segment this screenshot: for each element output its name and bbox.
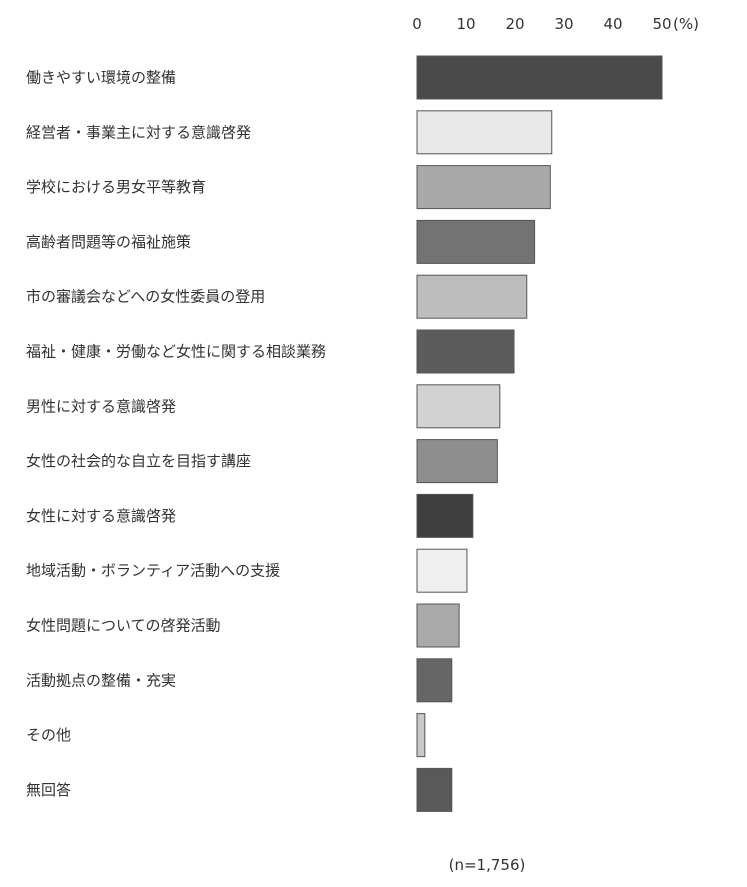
- x-tick-label: 50: [652, 15, 671, 33]
- category-label: 経営者・事業主に対する意識啓発: [26, 123, 251, 141]
- category-label: 無回答: [26, 781, 71, 799]
- bar: [416, 165, 551, 210]
- category-label: 活動拠点の整備・充実: [26, 671, 176, 689]
- bar: [416, 329, 515, 374]
- sample-size-note: (n=1,756): [449, 856, 526, 874]
- bar: [416, 603, 460, 648]
- x-tick-label: 20: [505, 15, 524, 33]
- category-label: 地域活動・ボランティア活動への支援: [26, 562, 280, 580]
- category-label: 高齢者問題等の福祉施策: [26, 233, 191, 251]
- x-tick-label: 30: [554, 15, 573, 33]
- category-labels: 働きやすい環境の整備経営者・事業主に対する意識啓発学校における男女平等教育高齢者…: [26, 69, 326, 799]
- category-label: 女性の社会的な自立を目指す講座: [26, 452, 251, 470]
- bar: [416, 548, 468, 593]
- bar: [416, 384, 501, 429]
- category-label: 福祉・健康・労働など女性に関する相談業務: [26, 343, 326, 361]
- category-label: 男性に対する意識啓発: [26, 397, 176, 415]
- bar: [416, 713, 426, 758]
- bars: [416, 55, 663, 812]
- category-label: 女性に対する意識啓発: [26, 507, 176, 525]
- category-label: 学校における男女平等教育: [26, 178, 206, 196]
- bar: [416, 219, 536, 264]
- x-tick-label: 40: [603, 15, 622, 33]
- category-label: その他: [26, 726, 71, 744]
- bar: [416, 439, 498, 484]
- category-label: 市の審議会などへの女性委員の登用: [26, 288, 265, 306]
- x-axis-unit: (%): [673, 15, 699, 33]
- bar: [416, 767, 453, 812]
- x-axis-ticks: 0 10 20 30 40 50 (%): [412, 15, 699, 33]
- x-tick-label: 0: [412, 15, 422, 33]
- bar: [416, 55, 663, 100]
- x-tick-label: 10: [456, 15, 475, 33]
- bar: [416, 493, 474, 538]
- category-label: 女性問題についての啓発活動: [26, 617, 221, 635]
- bar: [416, 274, 528, 319]
- category-label: 働きやすい環境の整備: [26, 69, 176, 87]
- bar: [416, 110, 553, 155]
- bar: [416, 658, 453, 703]
